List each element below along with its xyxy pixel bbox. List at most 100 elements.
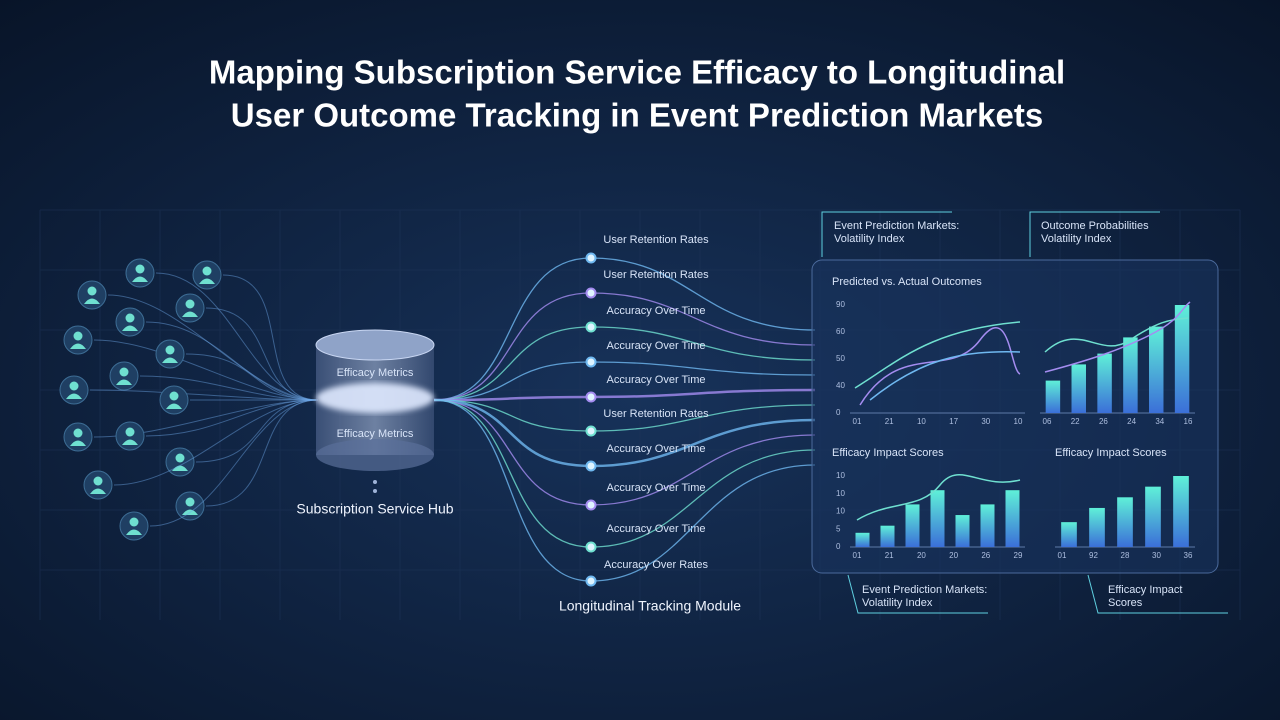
chart-title: Efficacy Impact Scores — [832, 447, 944, 459]
connector — [185, 353, 319, 401]
x-tick-label: 36 — [1184, 551, 1193, 560]
user-head — [175, 453, 185, 463]
stream-label: Accuracy Over Time — [606, 305, 705, 317]
x-tick-label: 24 — [1127, 417, 1136, 426]
hub-caption: Subscription Service Hub — [296, 501, 453, 517]
trend-line — [854, 321, 1021, 389]
user-body — [122, 325, 138, 331]
user-body — [162, 357, 178, 363]
connector — [139, 375, 319, 401]
stream-label: Accuracy Over Rates — [604, 559, 708, 571]
cylinder-glow — [316, 383, 434, 413]
user-head — [73, 428, 83, 438]
cylinder-top — [315, 329, 435, 361]
stream-node — [585, 321, 597, 333]
stream-node — [585, 287, 597, 299]
tracking-streams: User Retention Rates User Retention Rates… — [433, 234, 816, 587]
x-tick-label: 30 — [1152, 551, 1161, 560]
stream-label: Accuracy Over Time — [606, 482, 705, 494]
user-body — [122, 439, 138, 445]
y-tick-label: 0 — [836, 408, 841, 417]
bar — [1174, 305, 1190, 413]
user-head — [202, 266, 212, 276]
y-tick-label: 90 — [836, 300, 845, 309]
bar — [1097, 353, 1112, 413]
stream-label: User Retention Rates — [603, 408, 709, 420]
user-body — [172, 465, 188, 471]
stream-node — [585, 391, 597, 403]
stream-node — [585, 575, 597, 587]
bar — [855, 532, 870, 547]
x-tick-label: 01 — [853, 551, 862, 560]
y-tick-label: 0 — [836, 542, 841, 551]
stream-node — [585, 499, 597, 511]
x-tick-label: 22 — [1071, 417, 1080, 426]
x-tick-label: 92 — [1089, 551, 1098, 560]
trend-line — [1044, 301, 1191, 373]
connector — [195, 399, 319, 463]
user-head — [165, 345, 175, 355]
bar — [905, 504, 920, 547]
x-tick-label: 21 — [885, 551, 894, 560]
stream-node — [585, 425, 597, 437]
trend-line — [859, 327, 1021, 406]
user-body — [166, 403, 182, 409]
connector — [205, 307, 319, 401]
title-line: User Outcome Tracking in Event Predictio… — [231, 97, 1043, 134]
callouts: Event Prediction Markets:Volatility Inde… — [821, 211, 1228, 614]
x-tick-label: 10 — [1014, 417, 1023, 426]
stream-label: User Retention Rates — [603, 234, 709, 246]
user-head — [125, 427, 135, 437]
bar — [1117, 497, 1133, 547]
user-head — [135, 264, 145, 274]
user-body — [182, 509, 198, 515]
user-body — [182, 311, 198, 317]
connector — [113, 399, 319, 486]
connector — [145, 399, 319, 437]
connector — [222, 274, 319, 401]
stream-node — [585, 541, 597, 553]
callout-bracket — [1087, 574, 1228, 614]
stream-label: Accuracy Over Time — [606, 340, 705, 352]
title-line: Mapping Subscription Service Efficacy to… — [209, 54, 1065, 91]
bar — [880, 525, 895, 547]
bar — [1089, 507, 1105, 547]
x-tick-label: 01 — [1058, 551, 1067, 560]
bar — [1005, 490, 1020, 547]
user-head — [73, 331, 83, 341]
bar — [1173, 476, 1189, 547]
callout-bracket — [847, 574, 988, 614]
callout-text: Volatility Index — [1041, 233, 1112, 245]
stream-label: Accuracy Over Time — [606, 374, 705, 386]
bar — [1123, 337, 1138, 413]
user-head — [93, 476, 103, 486]
bar — [980, 504, 995, 547]
user-head — [119, 367, 129, 377]
callout-text: Event Prediction Markets: — [834, 220, 959, 232]
callout-text: Event Prediction Markets: — [862, 584, 987, 596]
cylinder-base — [316, 439, 434, 471]
bar — [1071, 364, 1086, 413]
user-head — [69, 381, 79, 391]
user-body — [132, 276, 148, 282]
x-tick-label: 06 — [1043, 417, 1052, 426]
user-body — [84, 298, 100, 304]
callout-text: Efficacy Impact — [1108, 584, 1182, 596]
user-head — [87, 286, 97, 296]
x-tick-label: 10 — [917, 417, 926, 426]
stream-node — [585, 356, 597, 368]
user-body — [70, 343, 86, 349]
user-body — [70, 440, 86, 446]
callout-text: Scores — [1108, 597, 1143, 609]
x-tick-label: 30 — [981, 417, 990, 426]
dot — [373, 489, 377, 493]
user-body — [199, 278, 215, 284]
callout-text: Volatility Index — [834, 233, 905, 245]
callout-text: Volatility Index — [862, 597, 933, 609]
user-body — [116, 379, 132, 385]
trend-line — [869, 351, 1021, 401]
callout-bracket — [821, 211, 952, 257]
x-tick-label: 26 — [981, 551, 990, 560]
x-tick-label: 16 — [1184, 417, 1193, 426]
